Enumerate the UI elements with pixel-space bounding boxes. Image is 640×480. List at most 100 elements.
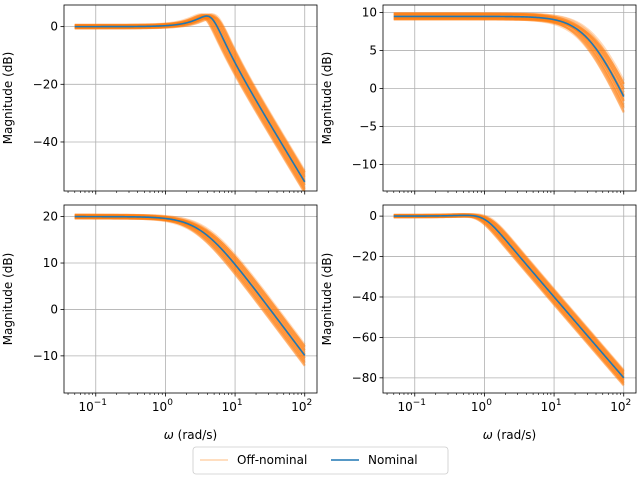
off-nominal-curve: [74, 213, 306, 357]
off-nominal-curve: [74, 15, 306, 173]
off-nominal-curve: [74, 13, 306, 175]
off-nominal-curve: [74, 217, 306, 367]
x-axis-label: ω (rad/s): [164, 428, 217, 442]
off-nominal-curve: [74, 14, 306, 182]
off-nominal-curve: [74, 215, 306, 367]
off-nominal-curve: [74, 13, 306, 189]
off-nominal-curve: [393, 17, 625, 85]
off-nominal-curve: [74, 13, 306, 172]
axes-frame: [63, 4, 318, 192]
off-nominal-curve: [74, 14, 305, 191]
x-tick-label: 101: [541, 398, 562, 414]
off-nominal-curve: [393, 12, 625, 93]
off-nominal-curve: [74, 14, 306, 187]
y-tick-label: −40: [33, 135, 58, 149]
off-nominal-curve: [74, 217, 306, 348]
off-nominal-curve: [393, 18, 625, 105]
off-nominal-curve: [74, 15, 306, 182]
off-nominal-curve: [393, 12, 625, 110]
off-nominal-curve: [74, 16, 306, 182]
panel-bottom-right: 0 −20 −40 −60 −80 10−1 100 101 102 ω (rad/s) Magni…: [320, 204, 637, 442]
off-nominal-curve: [393, 215, 625, 381]
off-nominal-curve: [393, 17, 625, 108]
off-nominal-curve: [74, 216, 306, 352]
off-nominal-curve: [393, 213, 625, 376]
off-nominal-curve: [74, 14, 306, 178]
y-tick-label: 5: [369, 44, 377, 58]
off-nominal-curve: [74, 214, 306, 362]
off-nominal-curve: [74, 214, 306, 360]
off-nominal-curve: [74, 215, 306, 366]
x-tick-label: 102: [610, 398, 631, 414]
off-nominal-curve: [74, 215, 306, 358]
nominal-curve: [74, 15, 306, 183]
off-nominal-curve: [74, 15, 306, 184]
y-tick-label: 10: [362, 6, 377, 20]
y-axis-label: Magnitude (dB): [1, 253, 15, 346]
y-tick-label: −20: [33, 77, 58, 91]
off-nominal-curve: [74, 215, 306, 348]
off-nominal-curve: [393, 213, 625, 382]
y-tick-label: −40: [352, 290, 377, 304]
off-nominal-curve: [74, 16, 306, 177]
legend: Off-nominal Nominal: [192, 446, 449, 475]
y-axis-label: Magnitude (dB): [320, 253, 334, 346]
off-nominal-curve: [393, 215, 625, 377]
off-nominal-curve: [74, 13, 306, 178]
off-nominal-band: [74, 213, 306, 367]
x-tick-label: 10−1: [397, 398, 426, 414]
off-nominal-curve: [393, 14, 625, 96]
off-nominal-curve: [393, 215, 625, 375]
off-nominal-curve: [393, 213, 625, 383]
y-tick-label: −10: [33, 349, 58, 363]
off-nominal-band: [393, 12, 625, 114]
off-nominal-curve: [74, 216, 306, 363]
off-nominal-curve: [393, 18, 625, 113]
off-nominal-curve: [393, 213, 625, 373]
off-nominal-curve: [74, 214, 306, 363]
off-nominal-curve: [393, 12, 625, 97]
legend-box: [192, 446, 449, 475]
off-nominal-curve: [393, 16, 625, 85]
off-nominal-curve: [74, 16, 306, 190]
off-nominal-curve: [74, 16, 306, 180]
off-nominal-curve: [393, 12, 625, 86]
off-nominal-curve: [74, 16, 306, 191]
off-nominal-curve: [393, 13, 625, 108]
off-nominal-curve: [74, 16, 306, 185]
off-nominal-curve: [74, 15, 306, 186]
panel-top-right: 10 5 0 −5 −10 Magnitude (dB): [320, 4, 637, 195]
off-nominal-curve: [74, 13, 306, 180]
y-tick-label: 0: [50, 20, 58, 34]
off-nominal-curve: [393, 12, 625, 82]
y-tick-label: 10: [43, 256, 58, 270]
x-tick-label: 102: [291, 398, 312, 414]
off-nominal-curve: [74, 216, 306, 364]
off-nominal-curve: [74, 14, 306, 190]
off-nominal-curve: [74, 215, 306, 350]
off-nominal-curve: [393, 18, 625, 89]
off-nominal-curve: [74, 13, 306, 187]
off-nominal-curve: [393, 14, 625, 102]
off-nominal-curve: [393, 215, 625, 383]
off-nominal-curve: [393, 12, 625, 102]
y-tick-label: 0: [369, 82, 377, 96]
off-nominal-curve: [393, 13, 625, 90]
x-tick-label: 101: [222, 398, 243, 414]
y-tick-label: −10: [352, 157, 377, 171]
axes-frame: [382, 4, 637, 192]
off-nominal-curve: [393, 213, 625, 371]
off-nominal-curve: [393, 213, 625, 377]
off-nominal-curve: [393, 213, 625, 385]
off-nominal-curve: [74, 213, 306, 360]
off-nominal-curve: [74, 13, 306, 183]
y-tick-label: −20: [352, 250, 377, 264]
y-tick-label: −80: [352, 371, 377, 385]
y-axis-label: Magnitude (dB): [1, 52, 15, 145]
off-nominal-curve: [74, 14, 306, 176]
off-nominal-curve: [74, 15, 306, 191]
off-nominal-curve: [74, 16, 306, 188]
off-nominal-curve: [393, 215, 625, 384]
legend-label: Off-nominal: [237, 453, 307, 467]
